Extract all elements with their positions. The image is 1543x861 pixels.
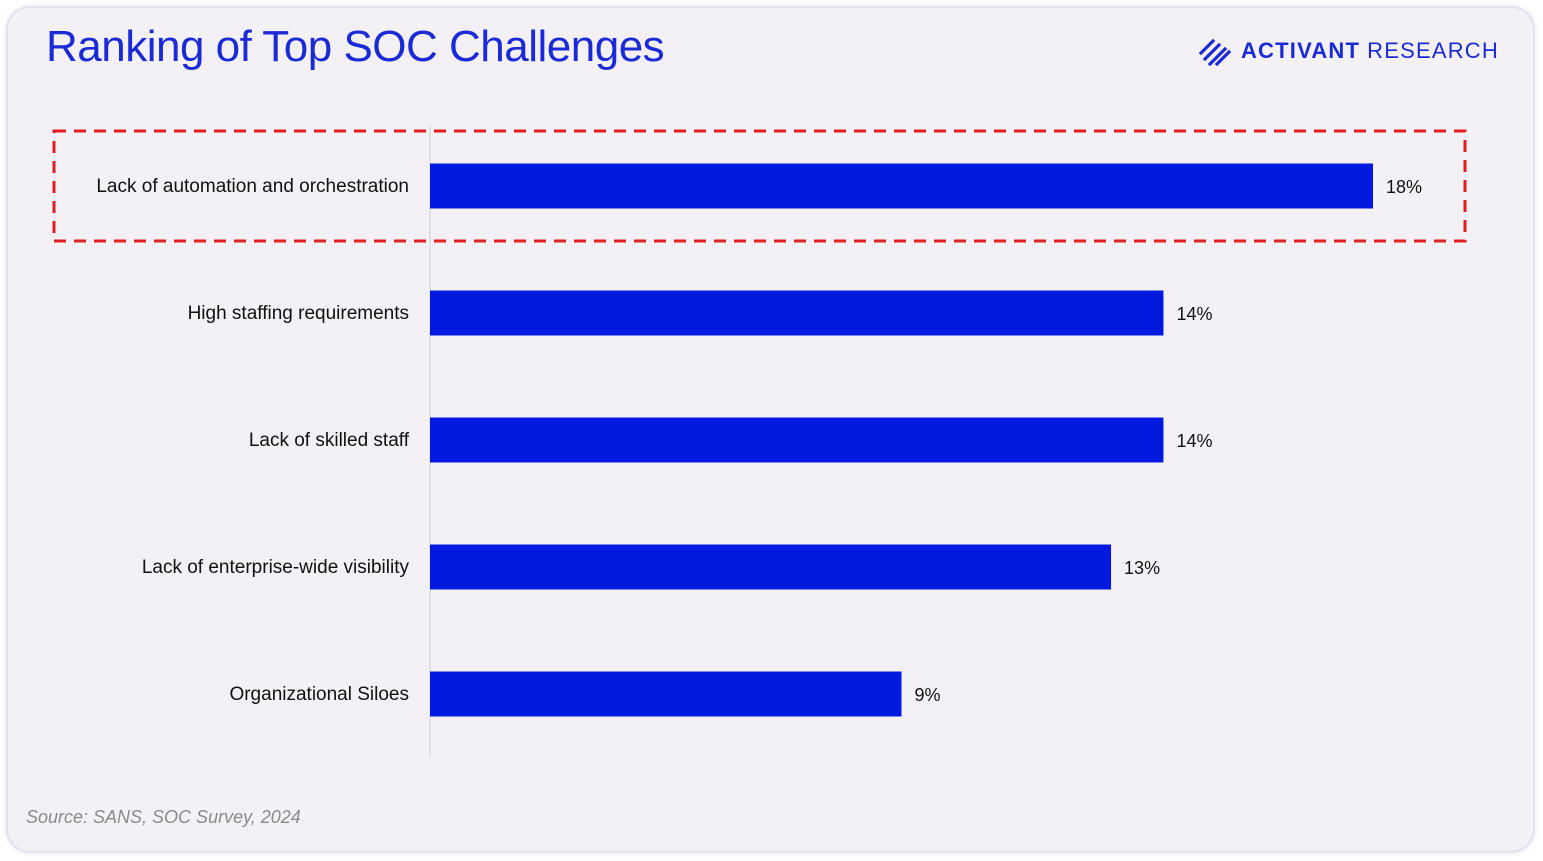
- chart-card: Ranking of Top SOC Challenges ACTIVANT RE…: [8, 8, 1533, 851]
- source-note: Source: SANS, SOC Survey, 2024: [26, 807, 301, 827]
- category-label: Lack of automation and orchestration: [96, 176, 409, 197]
- category-label: High staffing requirements: [188, 303, 409, 324]
- bar: [430, 544, 1112, 590]
- highlight-box: [52, 129, 1467, 243]
- chart-title: Ranking of Top SOC Challenges: [46, 22, 665, 71]
- bar: [430, 290, 1164, 336]
- bar: [430, 163, 1373, 209]
- brand-name-secondary: RESEARCH: [1367, 38, 1499, 63]
- bar: [430, 671, 902, 717]
- category-label: Organizational Siloes: [229, 684, 409, 705]
- value-label: 9%: [915, 685, 941, 705]
- brand-wordmark: ACTIVANT RESEARCH: [1241, 38, 1499, 64]
- value-label: 14%: [1176, 431, 1212, 451]
- bar-chart: Lack of automation and orchestration 18% H…: [52, 126, 1467, 758]
- category-label: Lack of skilled staff: [249, 430, 410, 451]
- value-label: 18%: [1386, 177, 1422, 197]
- brand-logo: ACTIVANT RESEARCH: [1198, 36, 1499, 66]
- category-label: Lack of enterprise-wide visibility: [142, 557, 410, 578]
- bar: [430, 417, 1164, 463]
- brand-stripes-icon: [1198, 38, 1231, 66]
- value-label: 14%: [1176, 304, 1212, 324]
- value-label: 13%: [1124, 558, 1160, 578]
- brand-name-primary: ACTIVANT: [1240, 38, 1361, 63]
